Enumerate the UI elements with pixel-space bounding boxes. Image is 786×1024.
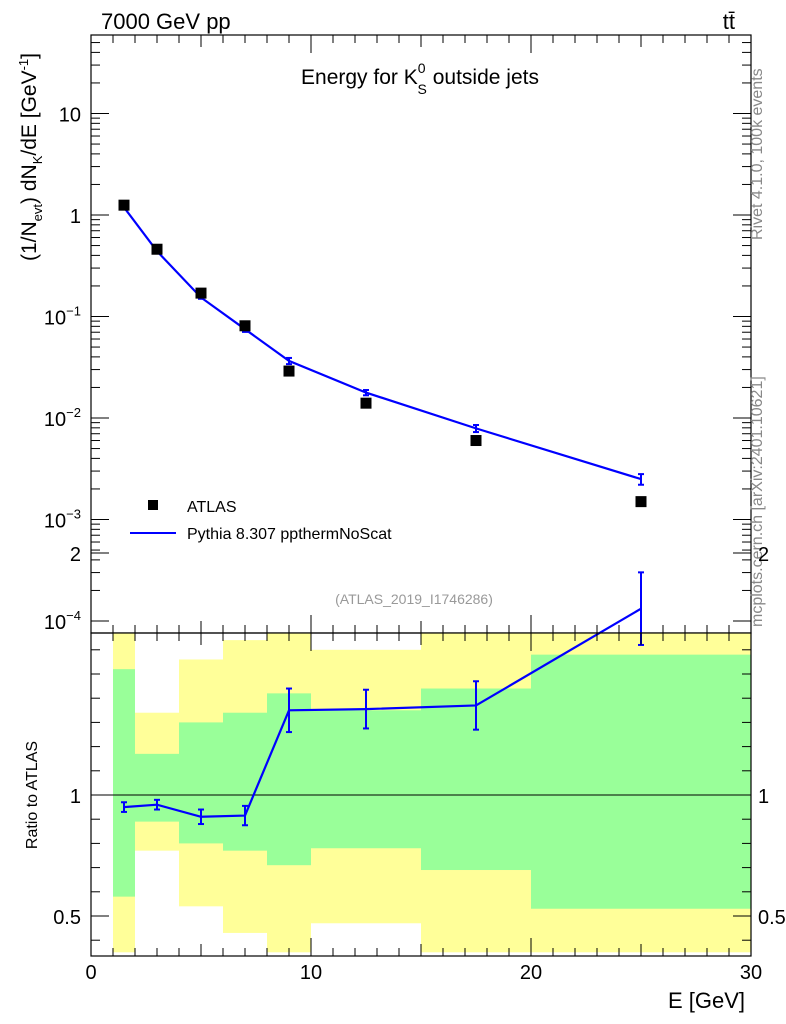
- ratio-y-tick-label: 2: [70, 544, 81, 566]
- analysis-id-label: (ATLAS_2019_I1746286): [335, 591, 493, 607]
- chart-title-pre: Energy for K: [301, 66, 418, 89]
- process-label: tt̄: [723, 9, 735, 34]
- main-y-tick-label: 10: [59, 105, 81, 127]
- ratio-y-ticks: 0.5 0.5 1 1 2 2: [53, 544, 786, 941]
- chart-title-sup: 0: [418, 60, 426, 76]
- main-markers-group: [118, 199, 647, 508]
- legend-label-atlas: ATLAS: [187, 499, 237, 516]
- tick-exponent: −1: [66, 304, 81, 319]
- ratio-y-tick-label: 0.5: [53, 907, 81, 929]
- ratio-x-ticks: 0 10 20 30: [85, 633, 762, 984]
- x-tick-label: 20: [520, 962, 542, 984]
- tick-base: 10: [44, 612, 66, 634]
- main-y-axis-label: (1/Nevt) dNK/dE [GeV-1]: [16, 53, 45, 261]
- ylabel-d: ]: [18, 53, 41, 59]
- tick-exponent: −2: [66, 405, 81, 420]
- ratio-green-band: [531, 654, 751, 909]
- main-y-tick-label: 10−2: [44, 405, 81, 431]
- ratio-y-tick-label-right: 0.5: [758, 907, 786, 929]
- ratio-series-group: [121, 571, 644, 827]
- atlas-data-point: [151, 243, 163, 255]
- x-tick-label: 10: [300, 962, 322, 984]
- atlas-data-point: [118, 199, 130, 211]
- x-tick-label: 30: [740, 962, 762, 984]
- ratio-green-band: [113, 669, 135, 897]
- ylabel-b: ) dN: [18, 164, 41, 204]
- ratio-green-band: [179, 722, 223, 844]
- ratio-panel: 0.5 0.5 1 1 2 2 0 10 20 30 Ratio to ATLAS E [GeV…: [24, 544, 786, 1013]
- tick-exponent: −3: [66, 507, 81, 522]
- main-x-ticks: [90, 35, 752, 633]
- legend: ATLAS Pythia 8.307 ppthermNoScat: [130, 499, 392, 543]
- chart-title: Energy for K0 S outside jets: [301, 60, 539, 97]
- ratio-green-band: [311, 710, 421, 849]
- main-y-tick-label: 1: [70, 206, 81, 228]
- atlas-data-point: [635, 496, 647, 508]
- ratio-green-band: [223, 712, 267, 851]
- tick-exponent: −4: [66, 608, 81, 623]
- atlas-data-point: [239, 320, 251, 332]
- legend-label-pythia: Pythia 8.307 ppthermNoScat: [187, 526, 392, 543]
- chart-title-post: outside jets: [427, 66, 539, 89]
- main-series-group: [121, 205, 644, 486]
- atlas-data-point: [360, 397, 372, 409]
- main-plot-frame: [90, 34, 752, 634]
- ylabel-c-sup: -1: [16, 59, 31, 71]
- ratio-y-axis-label: Ratio to ATLAS: [24, 741, 41, 849]
- pythia-curve: [123, 206, 642, 481]
- ratio-y-tick-label-right: 1: [758, 786, 769, 808]
- ylabel-a-sub: evt: [30, 204, 45, 222]
- mcplots-label: mcplots.cern.ch [arXiv:2401.10621]: [749, 376, 766, 627]
- ylabel-b-sub: K: [30, 155, 45, 164]
- main-y-tick-label: 10−4: [44, 608, 81, 634]
- main-y-tick-label: 10−1: [44, 304, 81, 330]
- ratio-bands-group: [113, 633, 751, 953]
- ratio-y-tick-label-right: 2: [758, 544, 769, 566]
- collision-label: 7000 GeV pp: [101, 9, 231, 34]
- ratio-green-band: [135, 753, 179, 822]
- atlas-data-point: [470, 435, 482, 447]
- x-tick-label: 0: [85, 962, 96, 984]
- tick-base: 10: [44, 409, 66, 431]
- legend-marker-atlas: [148, 500, 158, 510]
- x-axis-label: E [GeV]: [668, 988, 745, 1013]
- ratio-curve: [123, 607, 642, 818]
- ylabel-a: (1/N: [18, 221, 41, 261]
- chart-title-sub: S: [418, 81, 427, 97]
- rivet-label: Rivet 4.1.0, 100k events: [749, 68, 766, 240]
- atlas-data-point: [283, 365, 295, 377]
- main-y-tick-label: 10−3: [44, 507, 81, 533]
- ylabel-c: /dE [GeV: [18, 70, 41, 155]
- tick-base: 10: [44, 511, 66, 533]
- atlas-data-point: [195, 287, 207, 299]
- tick-base: 10: [44, 308, 66, 330]
- ratio-y-tick-label: 1: [70, 786, 81, 808]
